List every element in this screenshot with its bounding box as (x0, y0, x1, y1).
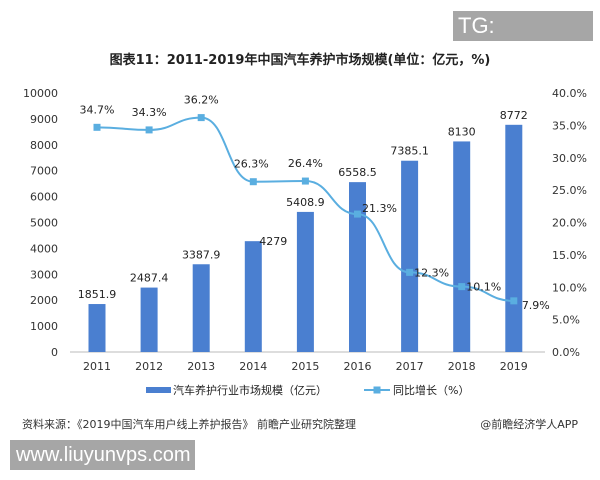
line-data-label: 12.3% (414, 266, 449, 279)
y-left-tick-label: 2000 (30, 294, 58, 307)
y-right-tick-label: 30.0% (552, 152, 587, 165)
x-tick-label: 2015 (291, 360, 319, 373)
credit: @前瞻经济学人APP (480, 418, 578, 431)
x-tick-label: 2013 (187, 360, 215, 373)
line-data-label: 36.2% (184, 94, 219, 107)
y-right-tick-label: 0.0% (552, 346, 580, 359)
bar-data-label: 8772 (500, 109, 528, 122)
x-tick-label: 2011 (83, 360, 111, 373)
x-tick-label: 2014 (239, 360, 267, 373)
y-right-tick-label: 5.0% (552, 314, 580, 327)
bar (244, 241, 262, 352)
x-tick-label: 2019 (500, 360, 528, 373)
bar (192, 264, 210, 352)
y-left-tick-label: 5000 (30, 217, 58, 230)
bar-data-label: 3387.9 (182, 248, 221, 261)
bar (296, 211, 314, 352)
y-left-tick-label: 0 (51, 346, 58, 359)
line-marker (301, 177, 309, 185)
line-data-label: 26.3% (234, 158, 269, 171)
line-marker (93, 123, 101, 131)
line-marker (249, 178, 257, 186)
bar (140, 287, 158, 352)
line-data-label: 10.1% (466, 281, 501, 294)
y-left-tick-label: 9000 (30, 113, 58, 126)
y-left-tick-label: 8000 (30, 139, 58, 152)
bar-data-label: 1851.9 (78, 288, 117, 301)
line-data-label: 34.3% (132, 106, 167, 119)
chart-title: 图表11：2011-2019年中国汽车养护市场规模(单位：亿元，%) (109, 53, 491, 68)
y-left-tick-label: 1000 (30, 320, 58, 333)
x-tick-label: 2012 (135, 360, 163, 373)
y-right-tick-label: 25.0% (552, 184, 587, 197)
bar (505, 124, 523, 352)
x-tick-label: 2017 (396, 360, 424, 373)
bar-data-label: 4279 (259, 235, 287, 248)
bar-data-label: 8130 (448, 125, 476, 138)
y-right-tick-label: 10.0% (552, 281, 587, 294)
y-right-tick-label: 35.0% (552, 119, 587, 132)
line-data-label: 26.4% (288, 157, 323, 170)
bar-data-label: 7385.1 (390, 145, 429, 158)
bar (349, 182, 366, 352)
y-left-tick-label: 6000 (30, 191, 58, 204)
y-left-tick-label: 4000 (30, 242, 58, 255)
line-data-label: 21.3% (362, 202, 397, 215)
legend-bar-swatch (146, 387, 171, 393)
line-marker (197, 114, 205, 122)
line-marker (145, 126, 153, 134)
legend-line-marker (373, 386, 381, 394)
growth-line (96, 116, 514, 302)
line-marker (406, 268, 414, 276)
bar (88, 304, 106, 352)
bar-data-label: 5408.9 (286, 196, 325, 209)
bar-data-label: 6558.5 (338, 166, 377, 179)
watermark-top: TG: MYYJJPP (453, 11, 593, 68)
bar-data-label: 2487.4 (130, 272, 169, 285)
bar (453, 141, 471, 352)
y-right-tick-label: 20.0% (552, 217, 587, 230)
line-marker (354, 210, 361, 218)
y-left-tick-label: 7000 (30, 165, 58, 178)
watermark-bottom: www.liuyunvps.com (10, 440, 195, 470)
x-tick-label: 2018 (448, 360, 476, 373)
legend-line-label: 同比增长（%） (393, 383, 469, 397)
line-data-label: 34.7% (80, 103, 115, 116)
y-left-tick-label: 3000 (30, 268, 58, 281)
line-marker (510, 297, 518, 305)
bar (401, 160, 419, 352)
legend-bar-label: 汽车养护行业市场规模（亿元） (173, 383, 327, 397)
line-data-label: 7.9% (522, 299, 550, 312)
source-note: 资料来源：《2019中国汽车用户线上养护报告》 前瞻产业研究院整理 (22, 418, 356, 431)
y-right-tick-label: 40.0% (552, 87, 587, 100)
x-tick-label: 2016 (344, 360, 372, 373)
y-left-tick-label: 10000 (23, 87, 58, 100)
line-marker (458, 283, 466, 291)
y-right-tick-label: 15.0% (552, 249, 587, 262)
